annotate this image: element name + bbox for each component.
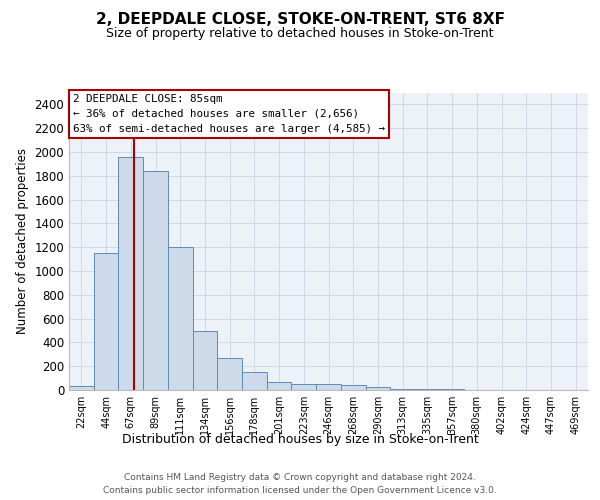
Y-axis label: Number of detached properties: Number of detached properties: [16, 148, 29, 334]
Text: 2 DEEPDALE CLOSE: 85sqm
← 36% of detached houses are smaller (2,656)
63% of semi: 2 DEEPDALE CLOSE: 85sqm ← 36% of detache…: [73, 94, 385, 134]
Bar: [341, 386, 365, 390]
Bar: [415, 388, 440, 390]
Text: Contains public sector information licensed under the Open Government Licence v3: Contains public sector information licen…: [103, 486, 497, 495]
Text: Contains HM Land Registry data © Crown copyright and database right 2024.: Contains HM Land Registry data © Crown c…: [124, 472, 476, 482]
Bar: [217, 358, 242, 390]
Text: Size of property relative to detached houses in Stoke-on-Trent: Size of property relative to detached ho…: [106, 28, 494, 40]
Bar: [94, 253, 118, 390]
Bar: [69, 386, 94, 390]
Bar: [118, 157, 143, 390]
Bar: [292, 384, 316, 390]
Bar: [316, 384, 341, 390]
Bar: [193, 330, 217, 390]
Bar: [242, 372, 267, 390]
Bar: [143, 171, 168, 390]
Bar: [365, 386, 390, 390]
Bar: [168, 247, 193, 390]
Bar: [390, 389, 415, 390]
Bar: [267, 382, 292, 390]
Text: 2, DEEPDALE CLOSE, STOKE-ON-TRENT, ST6 8XF: 2, DEEPDALE CLOSE, STOKE-ON-TRENT, ST6 8…: [95, 12, 505, 28]
Text: Distribution of detached houses by size in Stoke-on-Trent: Distribution of detached houses by size …: [122, 432, 478, 446]
